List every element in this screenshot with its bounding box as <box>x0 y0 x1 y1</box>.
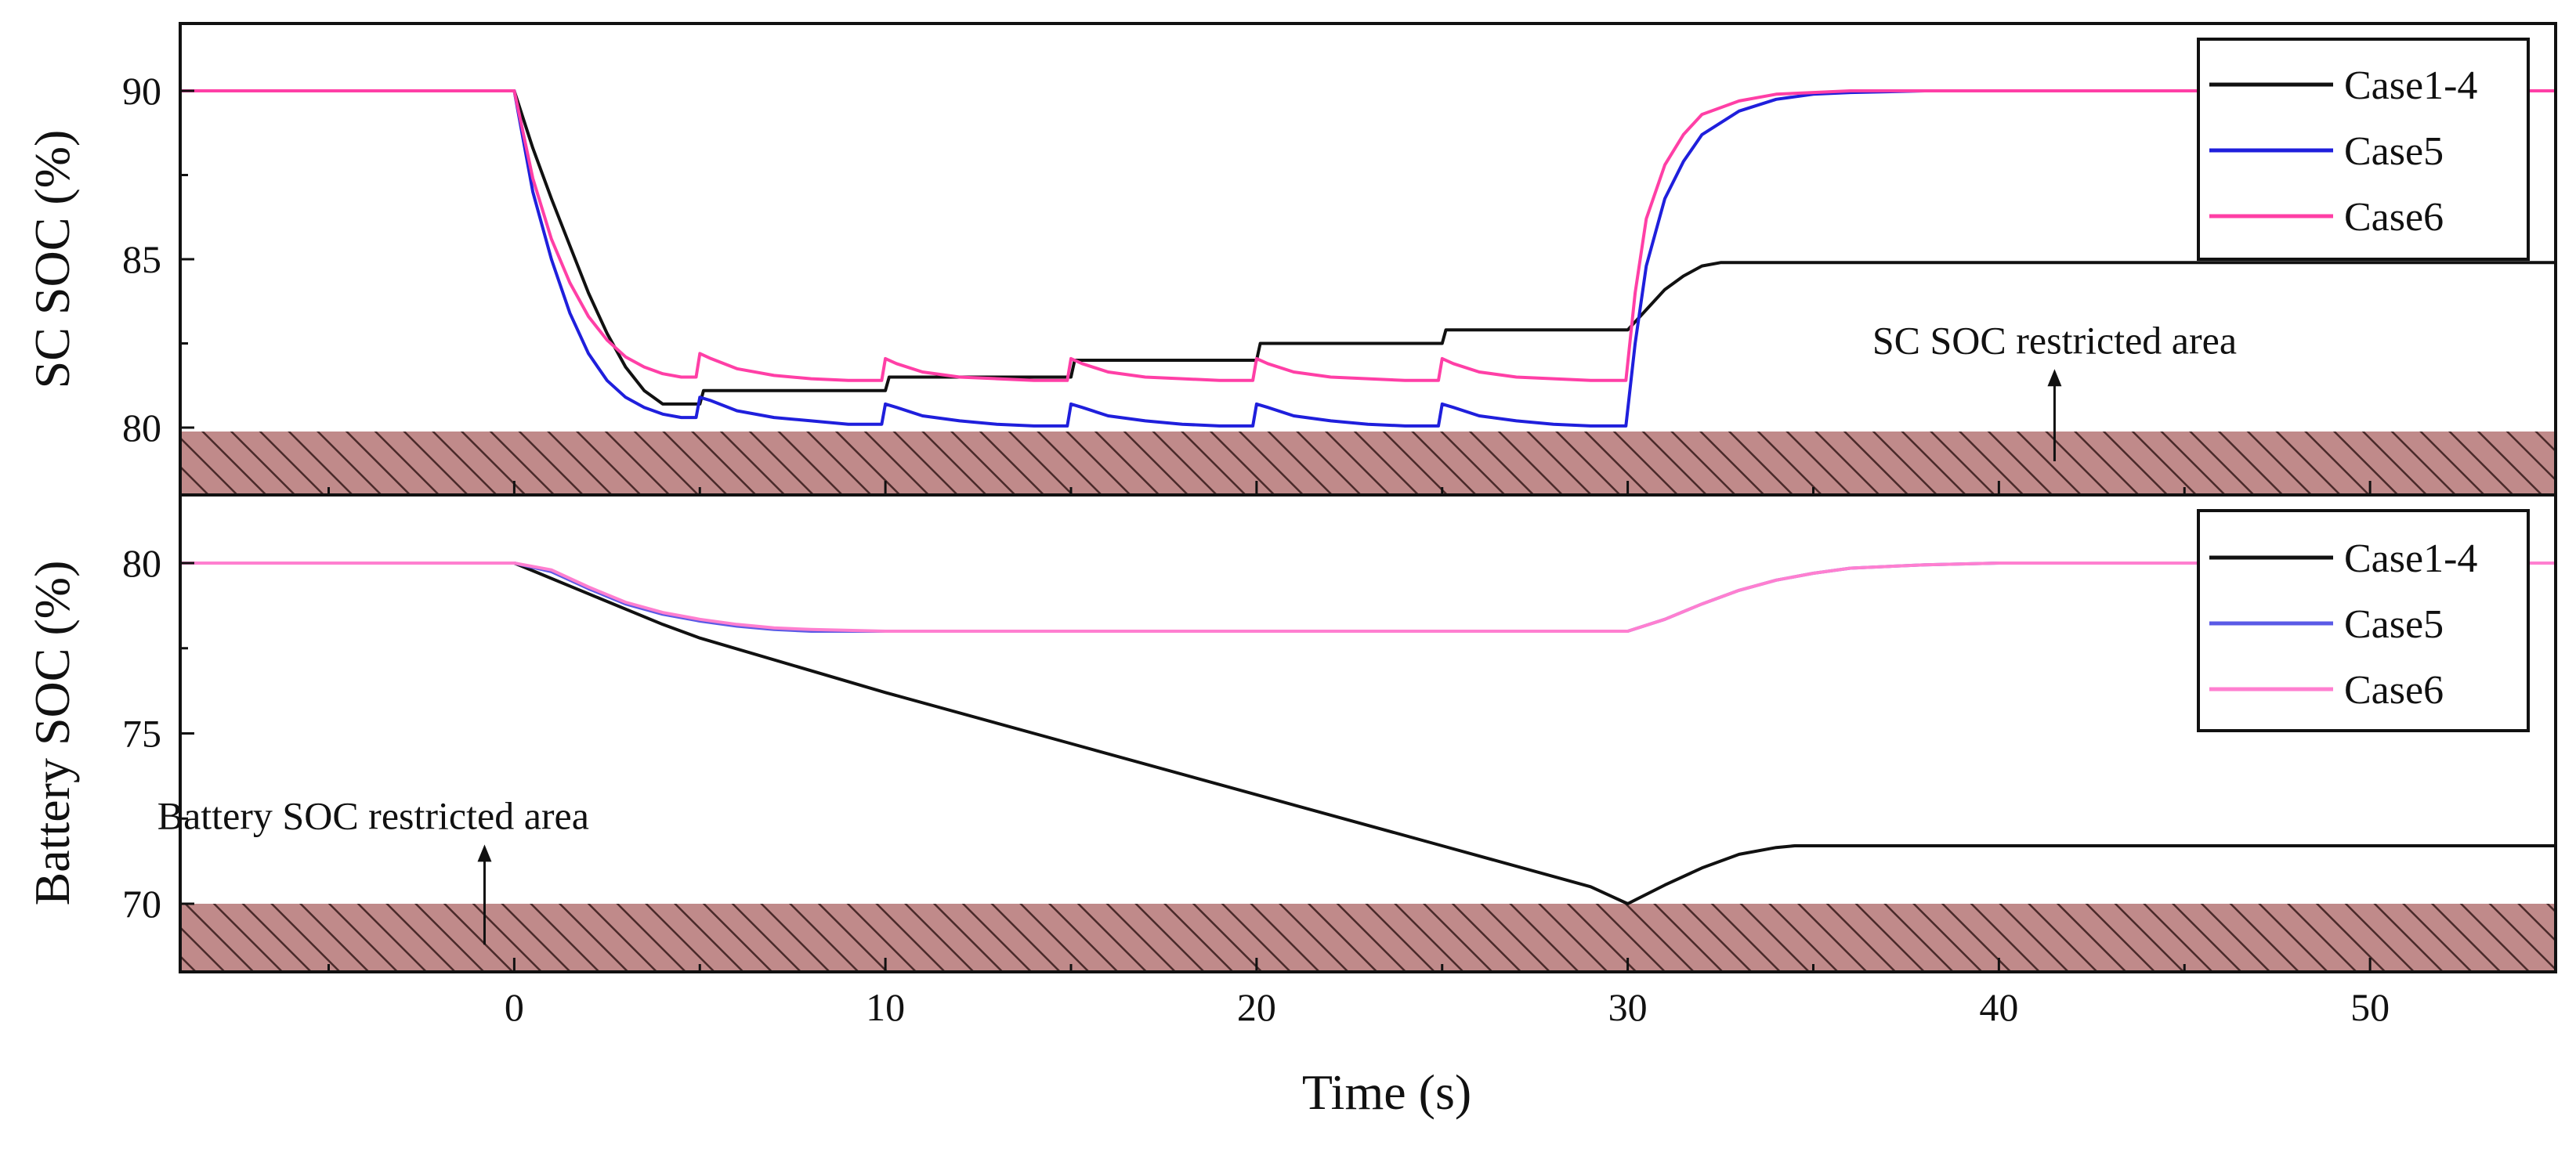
sc-ytick-label: 80 <box>122 406 161 450</box>
sc-ytick-label: 90 <box>122 69 161 113</box>
battery-xtick-label: 40 <box>1979 985 2018 1029</box>
time-xlabel: Time (s) <box>1302 1064 1471 1120</box>
battery-soc-series-group <box>180 562 2556 905</box>
sc-legend-box <box>2197 38 2530 261</box>
battery-series-case1-4 <box>180 562 2556 905</box>
battery-annotation-arrowhead <box>477 844 492 862</box>
battery-xtick-label: 30 <box>1608 985 1648 1029</box>
sc-series-case6 <box>180 89 2556 382</box>
battery-legend-label-case1-4: Case1-4 <box>2344 536 2477 581</box>
sc-annotation-text: SC SOC restricted area <box>1872 318 2237 362</box>
sc-legend-label-case6: Case6 <box>2344 195 2444 240</box>
battery-annotation-text: Battery SOC restricted area <box>157 793 589 837</box>
sc-ytick-label: 85 <box>122 237 161 281</box>
battery-xtick-label: 20 <box>1237 985 1276 1029</box>
sc-restricted-band <box>180 432 2556 495</box>
battery-ytick-label: 75 <box>122 712 161 756</box>
battery-ylabel: Battery SOC (%) <box>24 561 80 906</box>
battery-restricted-band <box>180 904 2556 972</box>
battery-series-case6 <box>180 562 2556 633</box>
sc-series-case5 <box>180 89 2556 428</box>
sc-legend: Case1-4 Case5 Case6 <box>2197 38 2530 261</box>
battery-annotation: Battery SOC restricted area <box>157 793 589 945</box>
battery-legend-box <box>2197 509 2530 732</box>
sc-legend-label-case1-4: Case1-4 <box>2344 63 2477 108</box>
sc-legend-label-case5: Case5 <box>2344 129 2444 174</box>
sc-ticks-group: 80 85 90 <box>122 69 2557 495</box>
battery-soc-panel: 70 75 80 0 10 20 30 40 50 Battery SOC (%) Time (… <box>24 493 2557 1120</box>
battery-xtick-label: 10 <box>866 985 905 1029</box>
sc-annotation: SC SOC restricted area <box>1872 318 2237 461</box>
battery-legend-label-case5: Case5 <box>2344 602 2444 647</box>
sc-annotation-arrowhead <box>2047 369 2062 387</box>
battery-ticks-group: 70 75 80 0 10 20 30 40 50 <box>122 541 2557 1029</box>
sc-ylabel: SC SOC (%) <box>24 130 80 389</box>
battery-ytick-label: 70 <box>122 882 161 926</box>
battery-xtick-label: 50 <box>2350 985 2390 1029</box>
sc-soc-series-group <box>180 89 2556 428</box>
battery-legend: Case1-4 Case5 Case6 <box>2197 509 2530 732</box>
battery-xtick-label: 0 <box>505 985 524 1029</box>
battery-ytick-label: 80 <box>122 541 161 585</box>
battery-legend-label-case6: Case6 <box>2344 668 2444 713</box>
sc-soc-panel: 80 85 90 SC SOC (%) SC SOC restricted area… <box>24 22 2557 497</box>
